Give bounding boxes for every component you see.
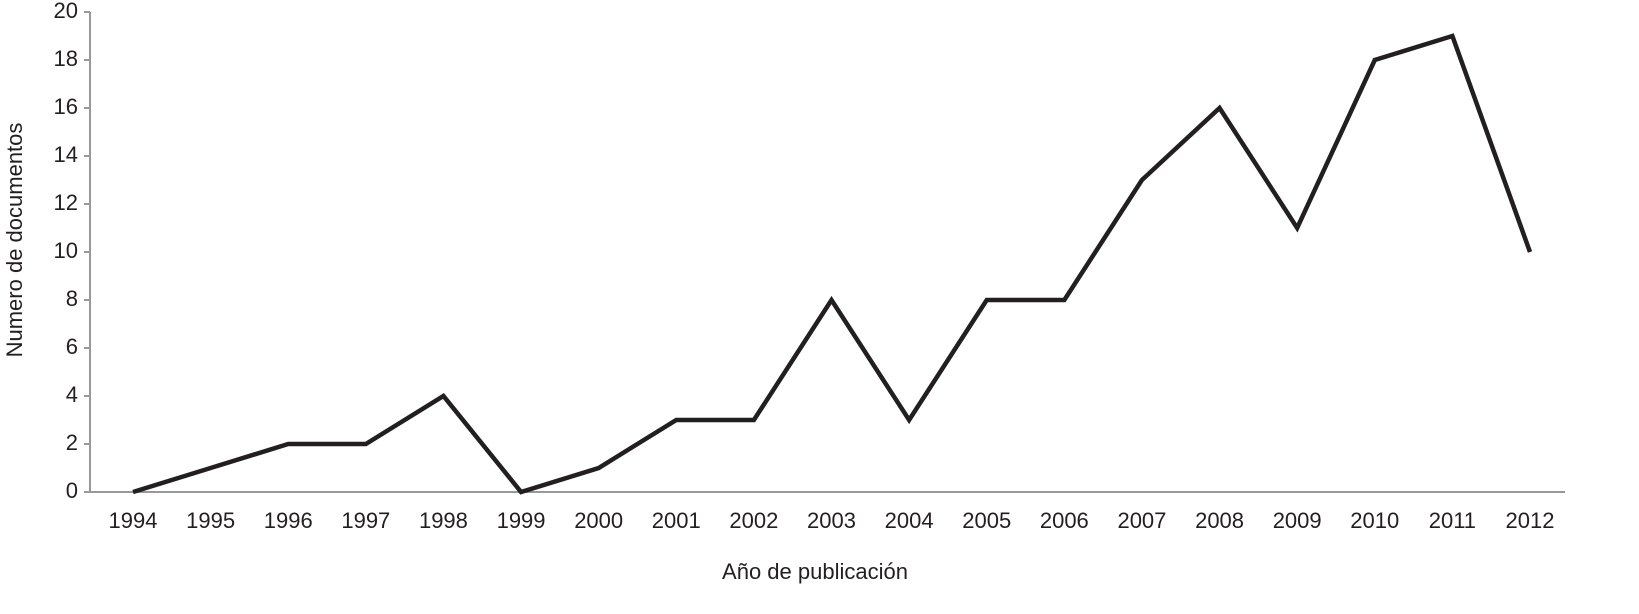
x-tick-label: 2006	[1040, 508, 1089, 533]
y-tick-label: 10	[54, 238, 78, 263]
x-tick-label: 2000	[574, 508, 623, 533]
y-tick-label: 0	[66, 478, 78, 503]
y-axis-title: Numero de documentos	[2, 123, 27, 358]
y-tick-label: 2	[66, 430, 78, 455]
y-tick-label: 12	[54, 190, 78, 215]
y-tick-label: 4	[66, 382, 78, 407]
y-tick-label: 18	[54, 46, 78, 71]
x-tick-label: 2005	[962, 508, 1011, 533]
x-tick-label: 2004	[885, 508, 934, 533]
x-tick-label: 2007	[1117, 508, 1166, 533]
x-tick-label: 2010	[1350, 508, 1399, 533]
y-tick-label: 14	[54, 142, 78, 167]
x-tick-label: 2009	[1273, 508, 1322, 533]
x-tick-label: 1996	[264, 508, 313, 533]
x-axis-title: Año de publicación	[722, 559, 908, 584]
x-tick-label: 1994	[109, 508, 158, 533]
x-tick-label: 1997	[341, 508, 390, 533]
x-tick-label: 2012	[1506, 508, 1555, 533]
x-tick-label: 2008	[1195, 508, 1244, 533]
x-tick-label: 1995	[186, 508, 235, 533]
x-tick-label: 2003	[807, 508, 856, 533]
x-tick-label: 2001	[652, 508, 701, 533]
data-line	[132, 33, 1533, 495]
y-tick-label: 16	[54, 94, 78, 119]
x-tick-label: 1998	[419, 508, 468, 533]
y-tick-label: 8	[66, 286, 78, 311]
y-tick-label: 6	[66, 334, 78, 359]
x-tick-label: 2002	[729, 508, 778, 533]
x-tick-label: 2011	[1429, 508, 1476, 533]
y-tick-label: 20	[54, 0, 78, 23]
x-tick-label: 1999	[497, 508, 546, 533]
